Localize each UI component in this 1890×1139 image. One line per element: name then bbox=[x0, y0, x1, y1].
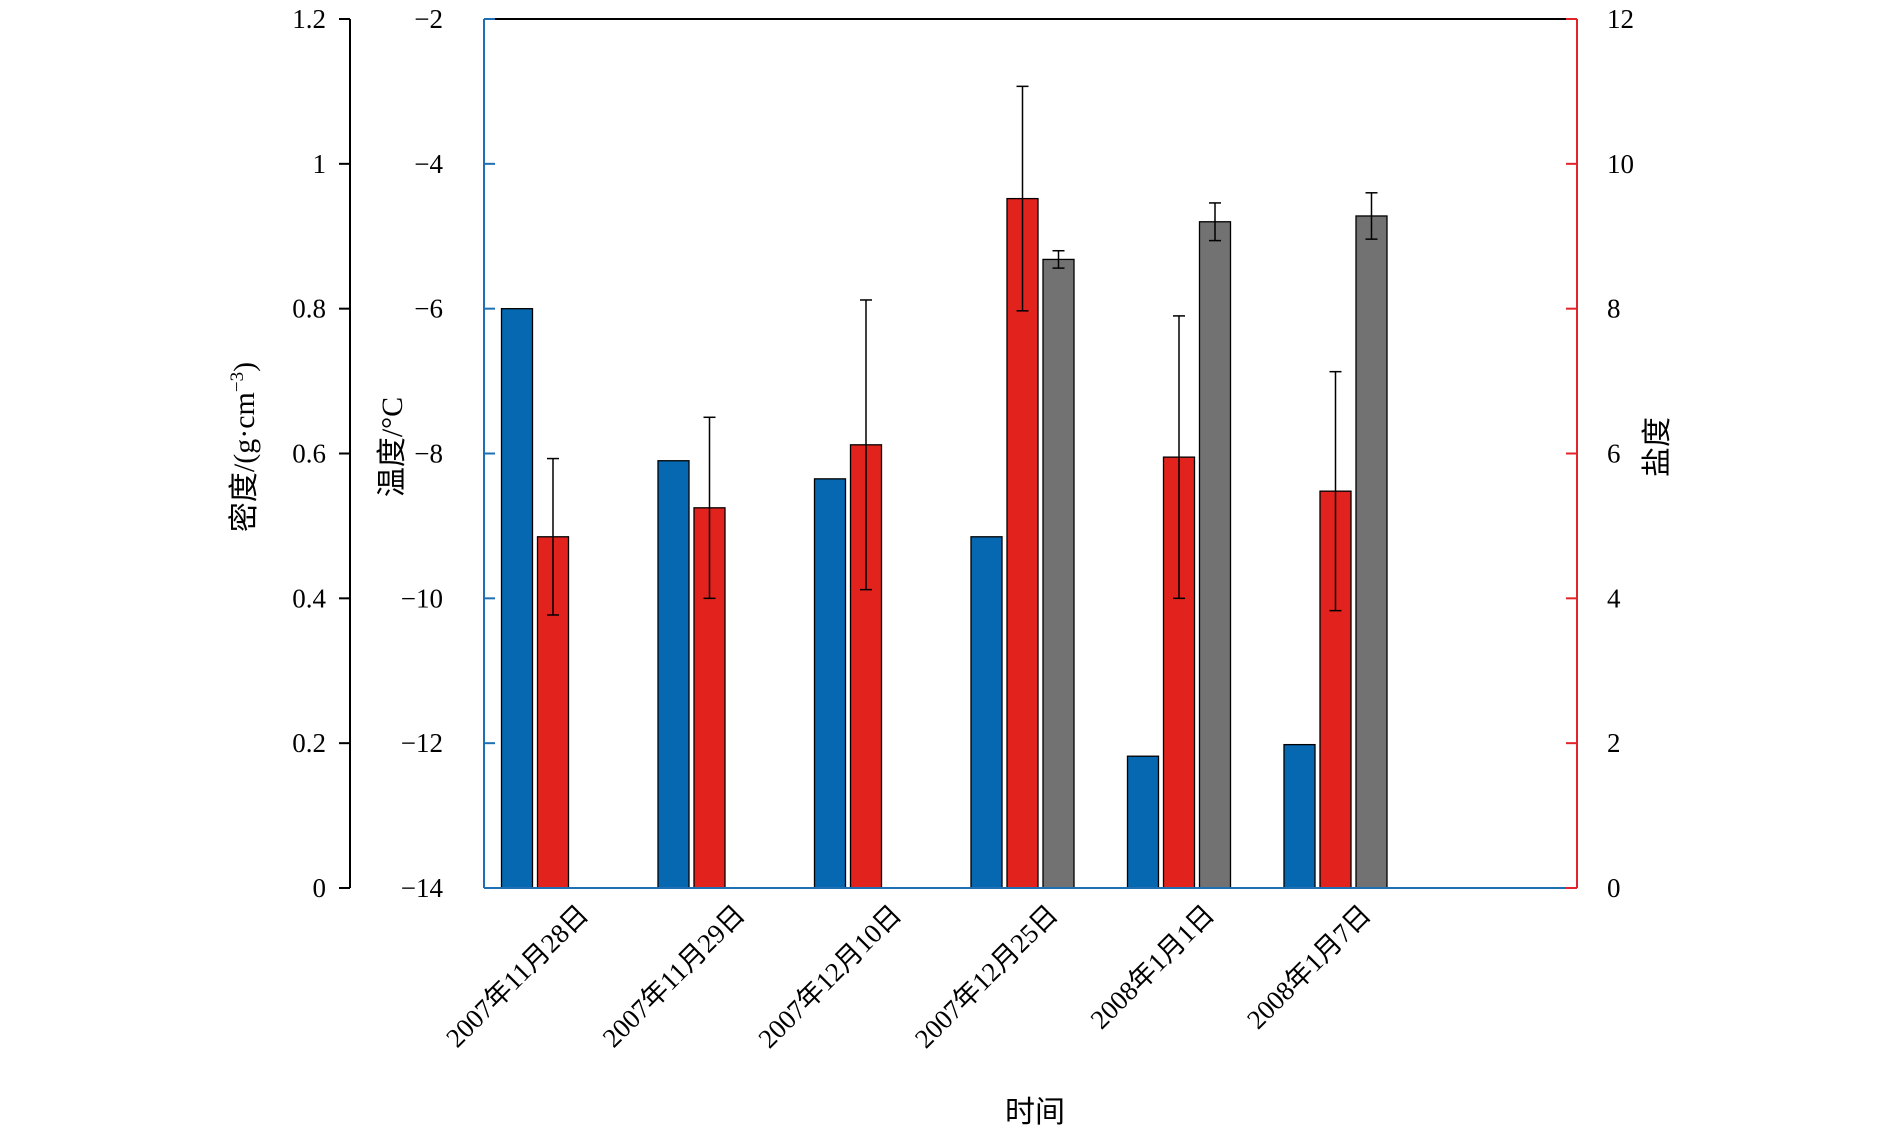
density-tick-label: 1.2 bbox=[292, 4, 326, 34]
category-label: 2007年11月28日 bbox=[440, 899, 594, 1053]
temperature-tick-label: −6 bbox=[414, 294, 443, 324]
bar-s1-c3 bbox=[813, 478, 847, 889]
salinity-tick-label: 12 bbox=[1607, 4, 1634, 34]
x-axis-title: 时间 bbox=[1005, 1096, 1065, 1129]
salinity-axis: 0 2 4 6 8 10 12 bbox=[1566, 4, 1634, 903]
density-axis-title: 密度/(g·cm−3) bbox=[227, 362, 261, 532]
temperature-tick-label: −14 bbox=[401, 873, 444, 903]
bar-s1-c4 bbox=[970, 536, 1003, 889]
bar-s3-c5 bbox=[1198, 221, 1232, 889]
category-labels: 2007年11月28日 2007年11月29日 2007年12月10日 2007年12… bbox=[440, 899, 1377, 1054]
bar-s1-c6 bbox=[1283, 743, 1316, 889]
density-tick-label: 0.4 bbox=[292, 583, 326, 613]
bars-layer bbox=[500, 197, 1388, 889]
density-tick-label: 0.8 bbox=[292, 294, 326, 324]
salinity-tick-label: 0 bbox=[1607, 873, 1621, 903]
density-tick-label: 0 bbox=[313, 873, 327, 903]
bar-s2-c4 bbox=[1006, 197, 1039, 889]
salinity-axis-title: 盐度 bbox=[1641, 417, 1674, 477]
density-axis-title-close: ) bbox=[228, 362, 261, 372]
temperature-tick-label: −2 bbox=[414, 4, 443, 34]
category-label: 2007年11月29日 bbox=[597, 899, 751, 1053]
density-tick-label: 0.2 bbox=[292, 728, 326, 758]
temperature-tick-label: −8 bbox=[414, 439, 443, 469]
temperature-axis-title: 温度/°C bbox=[376, 397, 409, 497]
temperature-tick-label: −12 bbox=[401, 728, 443, 758]
salinity-tick-label: 10 bbox=[1607, 149, 1634, 179]
temperature-axis: −14 −12 −10 −8 −6 −4 −2 bbox=[401, 4, 495, 903]
density-axis-title-sup: −3 bbox=[227, 372, 248, 392]
density-tick-label: 1 bbox=[313, 149, 327, 179]
density-tick-label: 0.6 bbox=[292, 439, 326, 469]
temperature-tick-label: −4 bbox=[414, 149, 443, 179]
category-label: 2008年1月7日 bbox=[1241, 899, 1377, 1035]
category-label: 2008年1月1日 bbox=[1084, 899, 1220, 1035]
bar-s3-c4 bbox=[1042, 258, 1075, 889]
density-axis: 0 0.2 0.4 0.6 0.8 1 1.2 bbox=[292, 4, 351, 903]
category-label: 2007年12月25日 bbox=[909, 899, 1064, 1054]
salinity-tick-label: 4 bbox=[1607, 583, 1621, 613]
density-axis-title-main: 密度/(g·cm bbox=[228, 392, 261, 532]
error-bars-layer bbox=[547, 85, 1378, 616]
salinity-tick-label: 6 bbox=[1607, 439, 1621, 469]
salinity-tick-label: 2 bbox=[1607, 728, 1621, 758]
temperature-tick-label: −10 bbox=[401, 583, 443, 613]
category-label: 2007年12月10日 bbox=[752, 899, 907, 1054]
bar-s1-c5 bbox=[1126, 755, 1160, 889]
bar-s1-c1 bbox=[500, 308, 534, 889]
bar-s1-c2 bbox=[657, 460, 690, 889]
salinity-tick-label: 8 bbox=[1607, 294, 1621, 324]
bar-s3-c6 bbox=[1355, 215, 1388, 889]
